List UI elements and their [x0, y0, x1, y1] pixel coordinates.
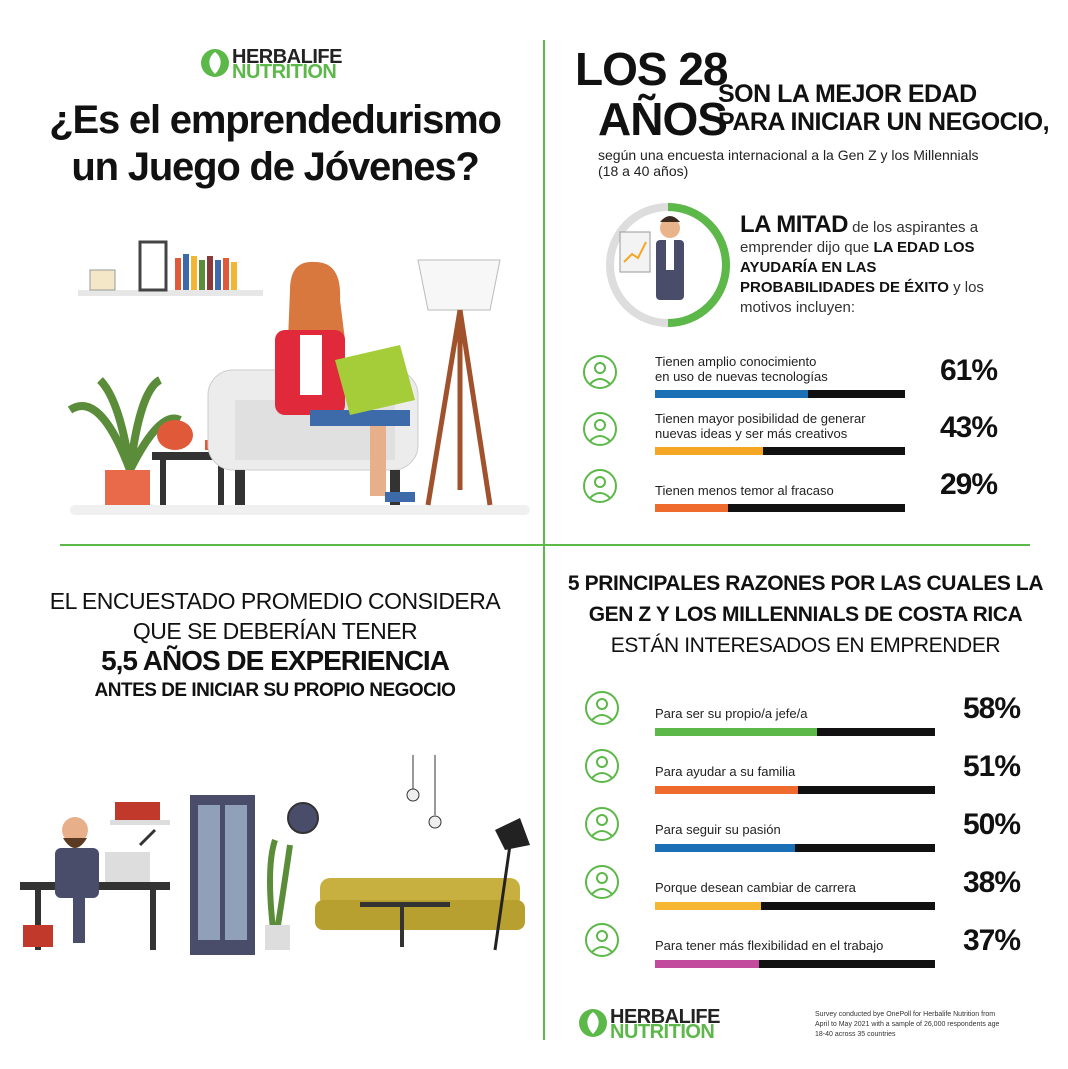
divider-vertical — [543, 40, 545, 1040]
value-label: 50% — [963, 808, 1021, 841]
half-text: de los aspirantes a emprender dijo que — [740, 219, 979, 256]
row-icon — [585, 691, 619, 725]
half-bold: LA EDAD LOS AYUDARÍA EN LAS PROBABILIDAD… — [740, 239, 975, 296]
bar-track — [655, 447, 905, 455]
divider-horizontal — [60, 544, 1030, 546]
bar — [655, 844, 795, 852]
logo-icon — [201, 49, 229, 77]
logo-text: HERBALIFE — [610, 1006, 720, 1028]
experience-highlight: 5,5 AÑOS DE EXPERIENCIA — [101, 645, 450, 676]
value-label: 58% — [963, 692, 1021, 725]
half-text: y los motivos incluyen: — [740, 279, 984, 316]
title: ¿Es el emprendedurismo — [49, 98, 502, 142]
bar — [655, 902, 762, 910]
logo-text: NUTRITION — [610, 1021, 715, 1043]
bar-track — [655, 902, 935, 910]
row-label: Tienen amplio conocimiento en uso de nuev… — [655, 354, 828, 384]
source: según una encuesta internacional a la Ge… — [598, 147, 979, 163]
title: un Juego de Jóvenes? — [71, 145, 479, 189]
source: (18 a 40 años) — [598, 163, 689, 179]
value-label: 37% — [963, 924, 1021, 957]
experience-text: ANTES DE INICIAR SU PROPIO NEGOCIO — [94, 680, 456, 701]
row-label: Tienen menos temor al fracaso — [655, 483, 834, 498]
bar-track — [655, 504, 905, 512]
footnote-line: 18-40 across 35 countries — [815, 1031, 896, 1038]
value-label: 29% — [940, 468, 998, 501]
bar — [655, 447, 763, 455]
footnote-line: Survey conducted bye OnePoll for Herbali… — [815, 1011, 996, 1018]
row-label: Para ser su propio/a jefe/a — [655, 706, 808, 721]
bar — [655, 786, 798, 794]
row-icon — [583, 412, 617, 446]
row-label: Para tener más flexibilidad en el trabaj… — [655, 938, 884, 953]
logo-icon — [579, 1009, 607, 1037]
bar-track — [655, 844, 935, 852]
headline-years: AÑOS — [598, 93, 728, 145]
value-label: 61% — [940, 354, 998, 387]
headline-text: PARA INICIAR UN NEGOCIO, — [718, 108, 1050, 136]
row-label-line: Tienen mayor posibilidad de generar — [655, 411, 866, 426]
headline-age: LOS 28 — [575, 43, 729, 95]
value-label: 38% — [963, 866, 1021, 899]
row-label-line: Tienen menos temor al fracaso — [655, 483, 834, 498]
row-icon — [585, 749, 619, 783]
value-label: 51% — [963, 750, 1021, 783]
row-icon — [583, 355, 617, 389]
bar — [655, 504, 728, 512]
experience-text: QUE SE DEBERÍAN TENER — [132, 618, 418, 644]
half-text: LA MITAD de los aspirantes a emprender d… — [740, 213, 1015, 318]
illustration-woman — [67, 240, 530, 515]
half-illustration — [606, 203, 730, 327]
row-label: Tienen mayor posibilidad de generar nueva… — [655, 411, 866, 441]
row-label: Para ayudar a su familia — [655, 764, 796, 779]
half-lead: LA MITAD — [740, 211, 848, 238]
reasons-heading: GEN Z Y LOS MILLENNIALS DE COSTA RICA — [588, 603, 1023, 626]
bar — [655, 960, 759, 968]
logo-text: HERBALIFE — [232, 46, 342, 68]
footnote: Survey conducted bye OnePoll for Herbali… — [815, 1010, 999, 1040]
row-label: Porque desean cambiar de carrera — [655, 880, 856, 895]
row-icon — [585, 923, 619, 957]
headline-text: SON LA MEJOR EDAD — [718, 80, 977, 108]
logo-text: NUTRITION — [232, 61, 337, 83]
footnote-line: April to May 2021 with a sample of 26,00… — [815, 1021, 1000, 1028]
row-icon — [585, 807, 619, 841]
row-icon — [585, 865, 619, 899]
bar — [655, 728, 818, 736]
reasons-heading: 5 PRINCIPALES RAZONES POR LAS CUALES LA — [567, 572, 1044, 595]
row-label-line: Tienen amplio conocimiento — [655, 354, 817, 369]
bar-track — [655, 960, 935, 968]
reasons-heading: ESTÁN INTERESADOS EN EMPRENDER — [610, 634, 1001, 657]
bar — [655, 390, 808, 398]
row-label-line: en uso de nuevas tecnologías — [655, 369, 828, 384]
value-label: 43% — [940, 411, 998, 444]
experience-text: EL ENCUESTADO PROMEDIO CONSIDERA — [49, 588, 501, 614]
illustration-office — [20, 755, 530, 955]
row-label: Para seguir su pasión — [655, 822, 781, 837]
row-icon — [583, 469, 617, 503]
row-label-line: nuevas ideas y ser más creativos — [655, 426, 848, 441]
